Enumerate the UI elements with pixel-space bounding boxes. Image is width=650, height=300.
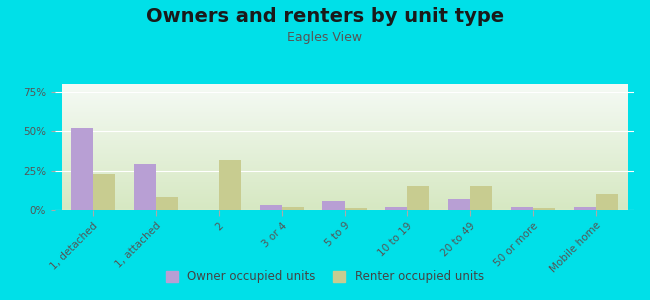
Text: Owners and renters by unit type: Owners and renters by unit type [146,8,504,26]
Text: Eagles View: Eagles View [287,32,363,44]
Bar [281,207,304,210]
Bar [322,200,344,210]
Bar [596,194,618,210]
Bar [448,199,470,210]
Bar [259,205,281,210]
Bar [93,174,115,210]
Bar [156,197,178,210]
Bar [470,186,492,210]
Bar [511,207,533,210]
Bar [574,207,596,210]
Bar [219,160,240,210]
Bar [344,208,367,210]
Legend: Owner occupied units, Renter occupied units: Owner occupied units, Renter occupied un… [161,266,489,288]
Bar [71,128,93,210]
Bar [134,164,156,210]
Bar [533,208,555,210]
Bar [385,207,408,210]
Bar [408,186,430,210]
